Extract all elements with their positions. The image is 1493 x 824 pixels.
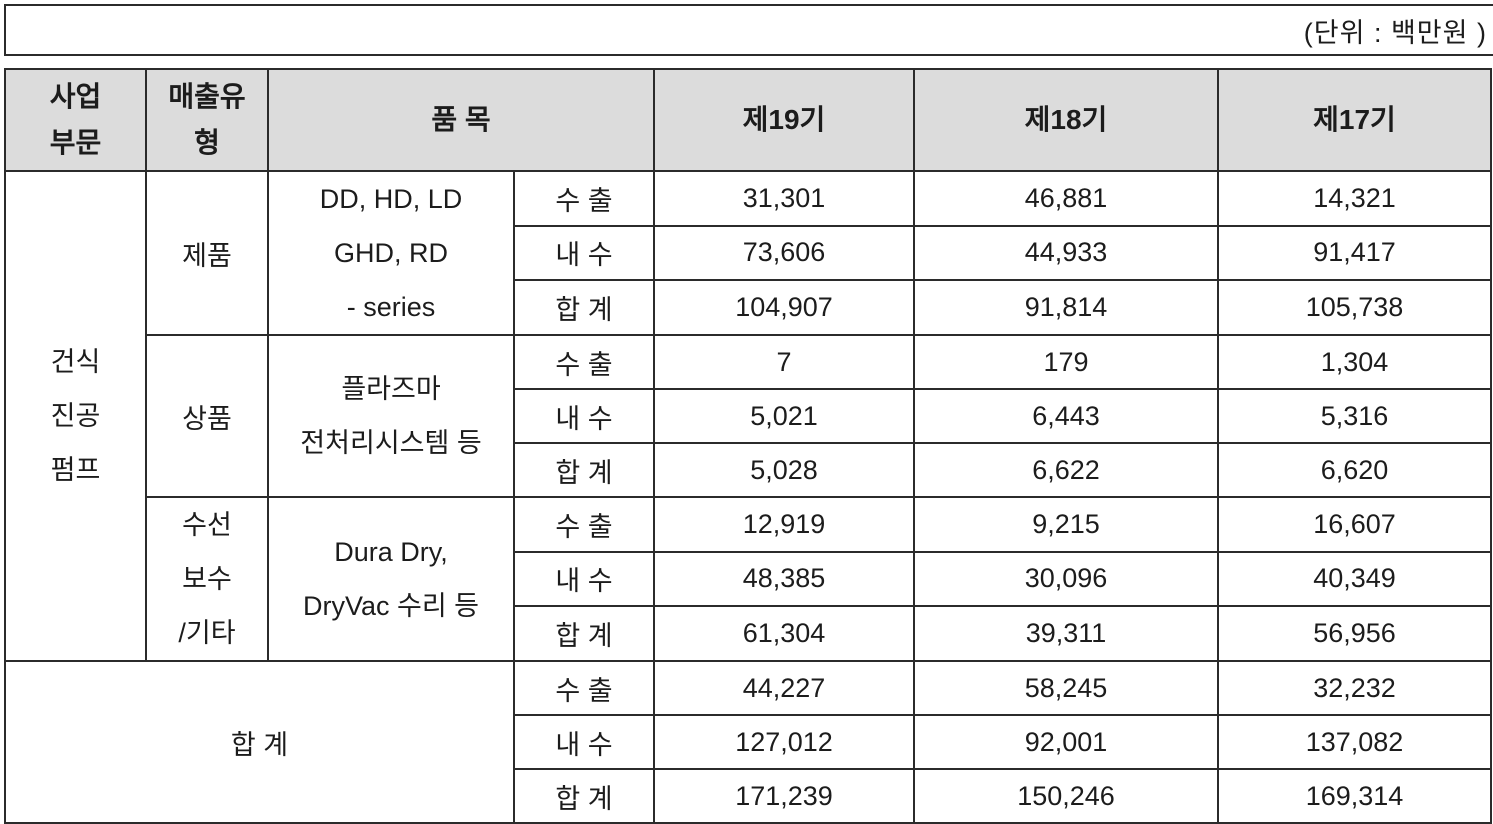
table-header-row: 사업 부문 매출유 형 품 목 제19기 제18기 제17기 — [4, 68, 1492, 172]
row-label: 합 계 — [513, 442, 655, 498]
sales-type-line: /기타 — [178, 618, 236, 648]
item-line: 전처리시스템 등 — [300, 428, 482, 458]
header-period-19: 제19기 — [653, 68, 915, 172]
unit-label: (단위 : 백만원 ) — [1303, 17, 1487, 48]
value-cell: 44,933 — [913, 224, 1219, 282]
header-period-17: 제17기 — [1217, 68, 1492, 172]
table-row: 건식 진공 펌프 제품 DD, HD, LD GHD, RD - series … — [4, 170, 1492, 662]
row-label: 내 수 — [513, 388, 655, 444]
table-row: 수선 보수 /기타 Dura Dry, DryVac 수리 등 수 출 12,9… — [5, 496, 1492, 662]
header-sales-type-line2: 형 — [194, 127, 220, 158]
value-cell: 56,956 — [1217, 605, 1492, 662]
item-line: DD, HD, LD — [319, 184, 463, 214]
division-line: 진공 — [50, 401, 101, 431]
header-sales-type: 매출유 형 — [145, 68, 269, 172]
value-cell: 92,001 — [913, 714, 1219, 770]
value-cell: 16,607 — [1217, 496, 1492, 553]
value-cell: 169,314 — [1217, 768, 1492, 824]
value-cell: 91,814 — [913, 279, 1219, 336]
header-item: 품 목 — [267, 68, 655, 172]
value-cell: 104,907 — [653, 279, 915, 336]
value-cell: 32,232 — [1217, 660, 1492, 716]
sales-type-cell: 상품 — [145, 334, 269, 498]
table-row: 내 수 73,606 44,933 91,417 — [5, 224, 1492, 282]
value-cell: 91,417 — [1217, 224, 1492, 282]
header-business-division-line2: 부문 — [49, 127, 102, 158]
value-cell: 105,738 — [1217, 279, 1492, 336]
value-cell: 14,321 — [1217, 170, 1492, 227]
table-row-total: 합 계 171,239 150,246 169,314 — [5, 768, 1492, 824]
item-cell: Dura Dry, DryVac 수리 등 — [267, 496, 515, 662]
value-cell: 73,606 — [653, 224, 915, 282]
row-label: 수 출 — [513, 334, 655, 390]
value-cell: 150,246 — [913, 768, 1219, 824]
value-cell: 30,096 — [913, 550, 1219, 608]
table-row-total: 내 수 127,012 92,001 137,082 — [5, 714, 1492, 770]
division-line: 건식 — [50, 347, 101, 377]
value-cell: 179 — [913, 334, 1219, 390]
row-label: 수 출 — [513, 660, 655, 716]
row-label: 수 출 — [513, 496, 655, 553]
value-cell: 48,385 — [653, 550, 915, 608]
unit-note-box: (단위 : 백만원 ) — [4, 4, 1493, 56]
header-business-division-line1: 사업 — [49, 81, 102, 112]
value-cell: 5,028 — [653, 442, 915, 498]
table-row: 상품 플라즈마 전처리시스템 등 수 출 7 179 1,304 — [5, 334, 1492, 498]
value-cell: 127,012 — [653, 714, 915, 770]
table-row: 합 계 5,028 6,622 6,620 — [5, 442, 1492, 498]
row-label: 합 계 — [513, 605, 655, 662]
value-cell: 7 — [653, 334, 915, 390]
item-line: 플라즈마 — [341, 374, 441, 404]
row-label: 합 계 — [513, 279, 655, 336]
header-period-18: 제18기 — [913, 68, 1219, 172]
row-label: 합 계 — [513, 768, 655, 824]
sales-by-segment-table: 사업 부문 매출유 형 품 목 제19기 제18기 제17기 건식 진공 펌프 … — [4, 68, 1492, 824]
table-row: 내 수 48,385 30,096 40,349 — [5, 550, 1492, 608]
item-cell: 플라즈마 전처리시스템 등 — [267, 334, 515, 498]
value-cell: 61,304 — [653, 605, 915, 662]
grand-total-label-cell: 합 계 — [4, 660, 515, 824]
table-row: 합 계 104,907 91,814 105,738 — [5, 279, 1492, 336]
sales-type-line: 수선 — [182, 510, 232, 540]
row-label: 내 수 — [513, 550, 655, 608]
value-cell: 5,316 — [1217, 388, 1492, 444]
value-cell: 5,021 — [653, 388, 915, 444]
row-label: 내 수 — [513, 224, 655, 282]
header-sales-type-line1: 매출유 — [168, 81, 246, 112]
value-cell: 58,245 — [913, 660, 1219, 716]
row-label: 수 출 — [513, 170, 655, 227]
header-business-division: 사업 부문 — [4, 68, 147, 172]
table-row-total: 합 계 수 출 44,227 58,245 32,232 — [4, 660, 1492, 824]
item-line: - series — [346, 292, 436, 322]
value-cell: 9,215 — [913, 496, 1219, 553]
row-label: 내 수 — [513, 714, 655, 770]
value-cell: 31,301 — [653, 170, 915, 227]
item-line: DryVac 수리 등 — [302, 591, 480, 621]
value-cell: 46,881 — [913, 170, 1219, 227]
value-cell: 6,622 — [913, 442, 1219, 498]
value-cell: 6,443 — [913, 388, 1219, 444]
item-cell: DD, HD, LD GHD, RD - series — [267, 170, 515, 336]
sales-type-cell: 제품 — [145, 170, 269, 336]
value-cell: 171,239 — [653, 768, 915, 824]
value-cell: 40,349 — [1217, 550, 1492, 608]
value-cell: 6,620 — [1217, 442, 1492, 498]
division-line: 펌프 — [50, 455, 101, 485]
table-row: 합 계 61,304 39,311 56,956 — [5, 605, 1492, 662]
value-cell: 137,082 — [1217, 714, 1492, 770]
value-cell: 44,227 — [653, 660, 915, 716]
division-cell: 건식 진공 펌프 — [4, 170, 147, 662]
item-line: Dura Dry, — [334, 537, 448, 567]
table-row: 내 수 5,021 6,443 5,316 — [5, 388, 1492, 444]
value-cell: 1,304 — [1217, 334, 1492, 390]
sales-type-line: 보수 — [182, 564, 232, 594]
value-cell: 39,311 — [913, 605, 1219, 662]
item-line: GHD, RD — [334, 238, 448, 268]
value-cell: 12,919 — [653, 496, 915, 553]
sales-type-cell: 수선 보수 /기타 — [145, 496, 269, 662]
